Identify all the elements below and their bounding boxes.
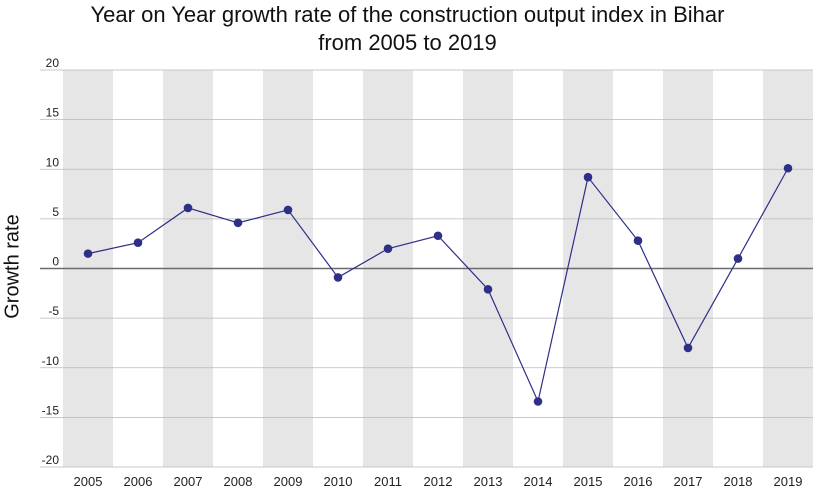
data-point-2008 — [233, 218, 243, 228]
data-point-2015 — [583, 172, 593, 182]
x-tick-label: 2019 — [774, 474, 803, 489]
data-point-2018 — [733, 254, 743, 263]
chart-title-line-2: from 2005 to 2019 — [318, 30, 497, 55]
data-point-2011 — [383, 244, 393, 253]
data-point-2012 — [433, 231, 443, 241]
data-point-2007 — [183, 203, 193, 213]
y-tick-label: -10 — [42, 354, 60, 368]
data-point-2005 — [83, 249, 93, 258]
data-points — [83, 163, 793, 406]
data-point-2010 — [333, 273, 343, 282]
data-point-2016 — [633, 236, 643, 246]
y-tick-label: 10 — [46, 155, 60, 169]
data-point-2014 — [533, 397, 543, 406]
y-tick-label: 20 — [46, 56, 60, 70]
x-tick-label: 2014 — [524, 474, 553, 489]
y-tick-label: -15 — [42, 403, 60, 417]
x-tick-label: 2010 — [324, 474, 353, 489]
x-tick-label: 2011 — [374, 474, 402, 489]
data-point-2009 — [283, 205, 293, 215]
y-tick-label: 15 — [46, 106, 60, 120]
data-point-2013 — [483, 285, 493, 294]
x-tick-label: 2005 — [74, 474, 103, 489]
gridlines — [40, 69, 813, 468]
data-point-2006 — [133, 238, 143, 247]
data-point-2019 — [783, 163, 793, 173]
y-tick-label: 5 — [52, 205, 59, 219]
chart-title-line-1: Year on Year growth rate of the construc… — [90, 2, 725, 27]
x-tick-labels: 2005 2006 2007 2008 2009 2010 2011 2012 2013 2014… — [74, 474, 803, 489]
x-tick-label: 2007 — [174, 474, 203, 489]
x-tick-label: 2012 — [424, 474, 453, 489]
y-tick-label: -5 — [48, 304, 59, 318]
y-tick-labels: 20 15 10 5 0 -5 -10 -15 -20 — [42, 56, 60, 467]
y-tick-label: -20 — [42, 453, 60, 467]
x-tick-label: 2008 — [224, 474, 253, 489]
data-point-2017 — [683, 343, 693, 353]
x-tick-label: 2016 — [624, 474, 653, 489]
x-tick-label: 2006 — [124, 474, 153, 489]
x-tick-label: 2013 — [474, 474, 503, 489]
x-tick-label: 2018 — [724, 474, 753, 489]
y-tick-label: 0 — [52, 255, 59, 269]
x-tick-label: 2009 — [274, 474, 303, 489]
x-tick-label: 2015 — [574, 474, 603, 489]
x-tick-label: 2017 — [674, 474, 703, 489]
